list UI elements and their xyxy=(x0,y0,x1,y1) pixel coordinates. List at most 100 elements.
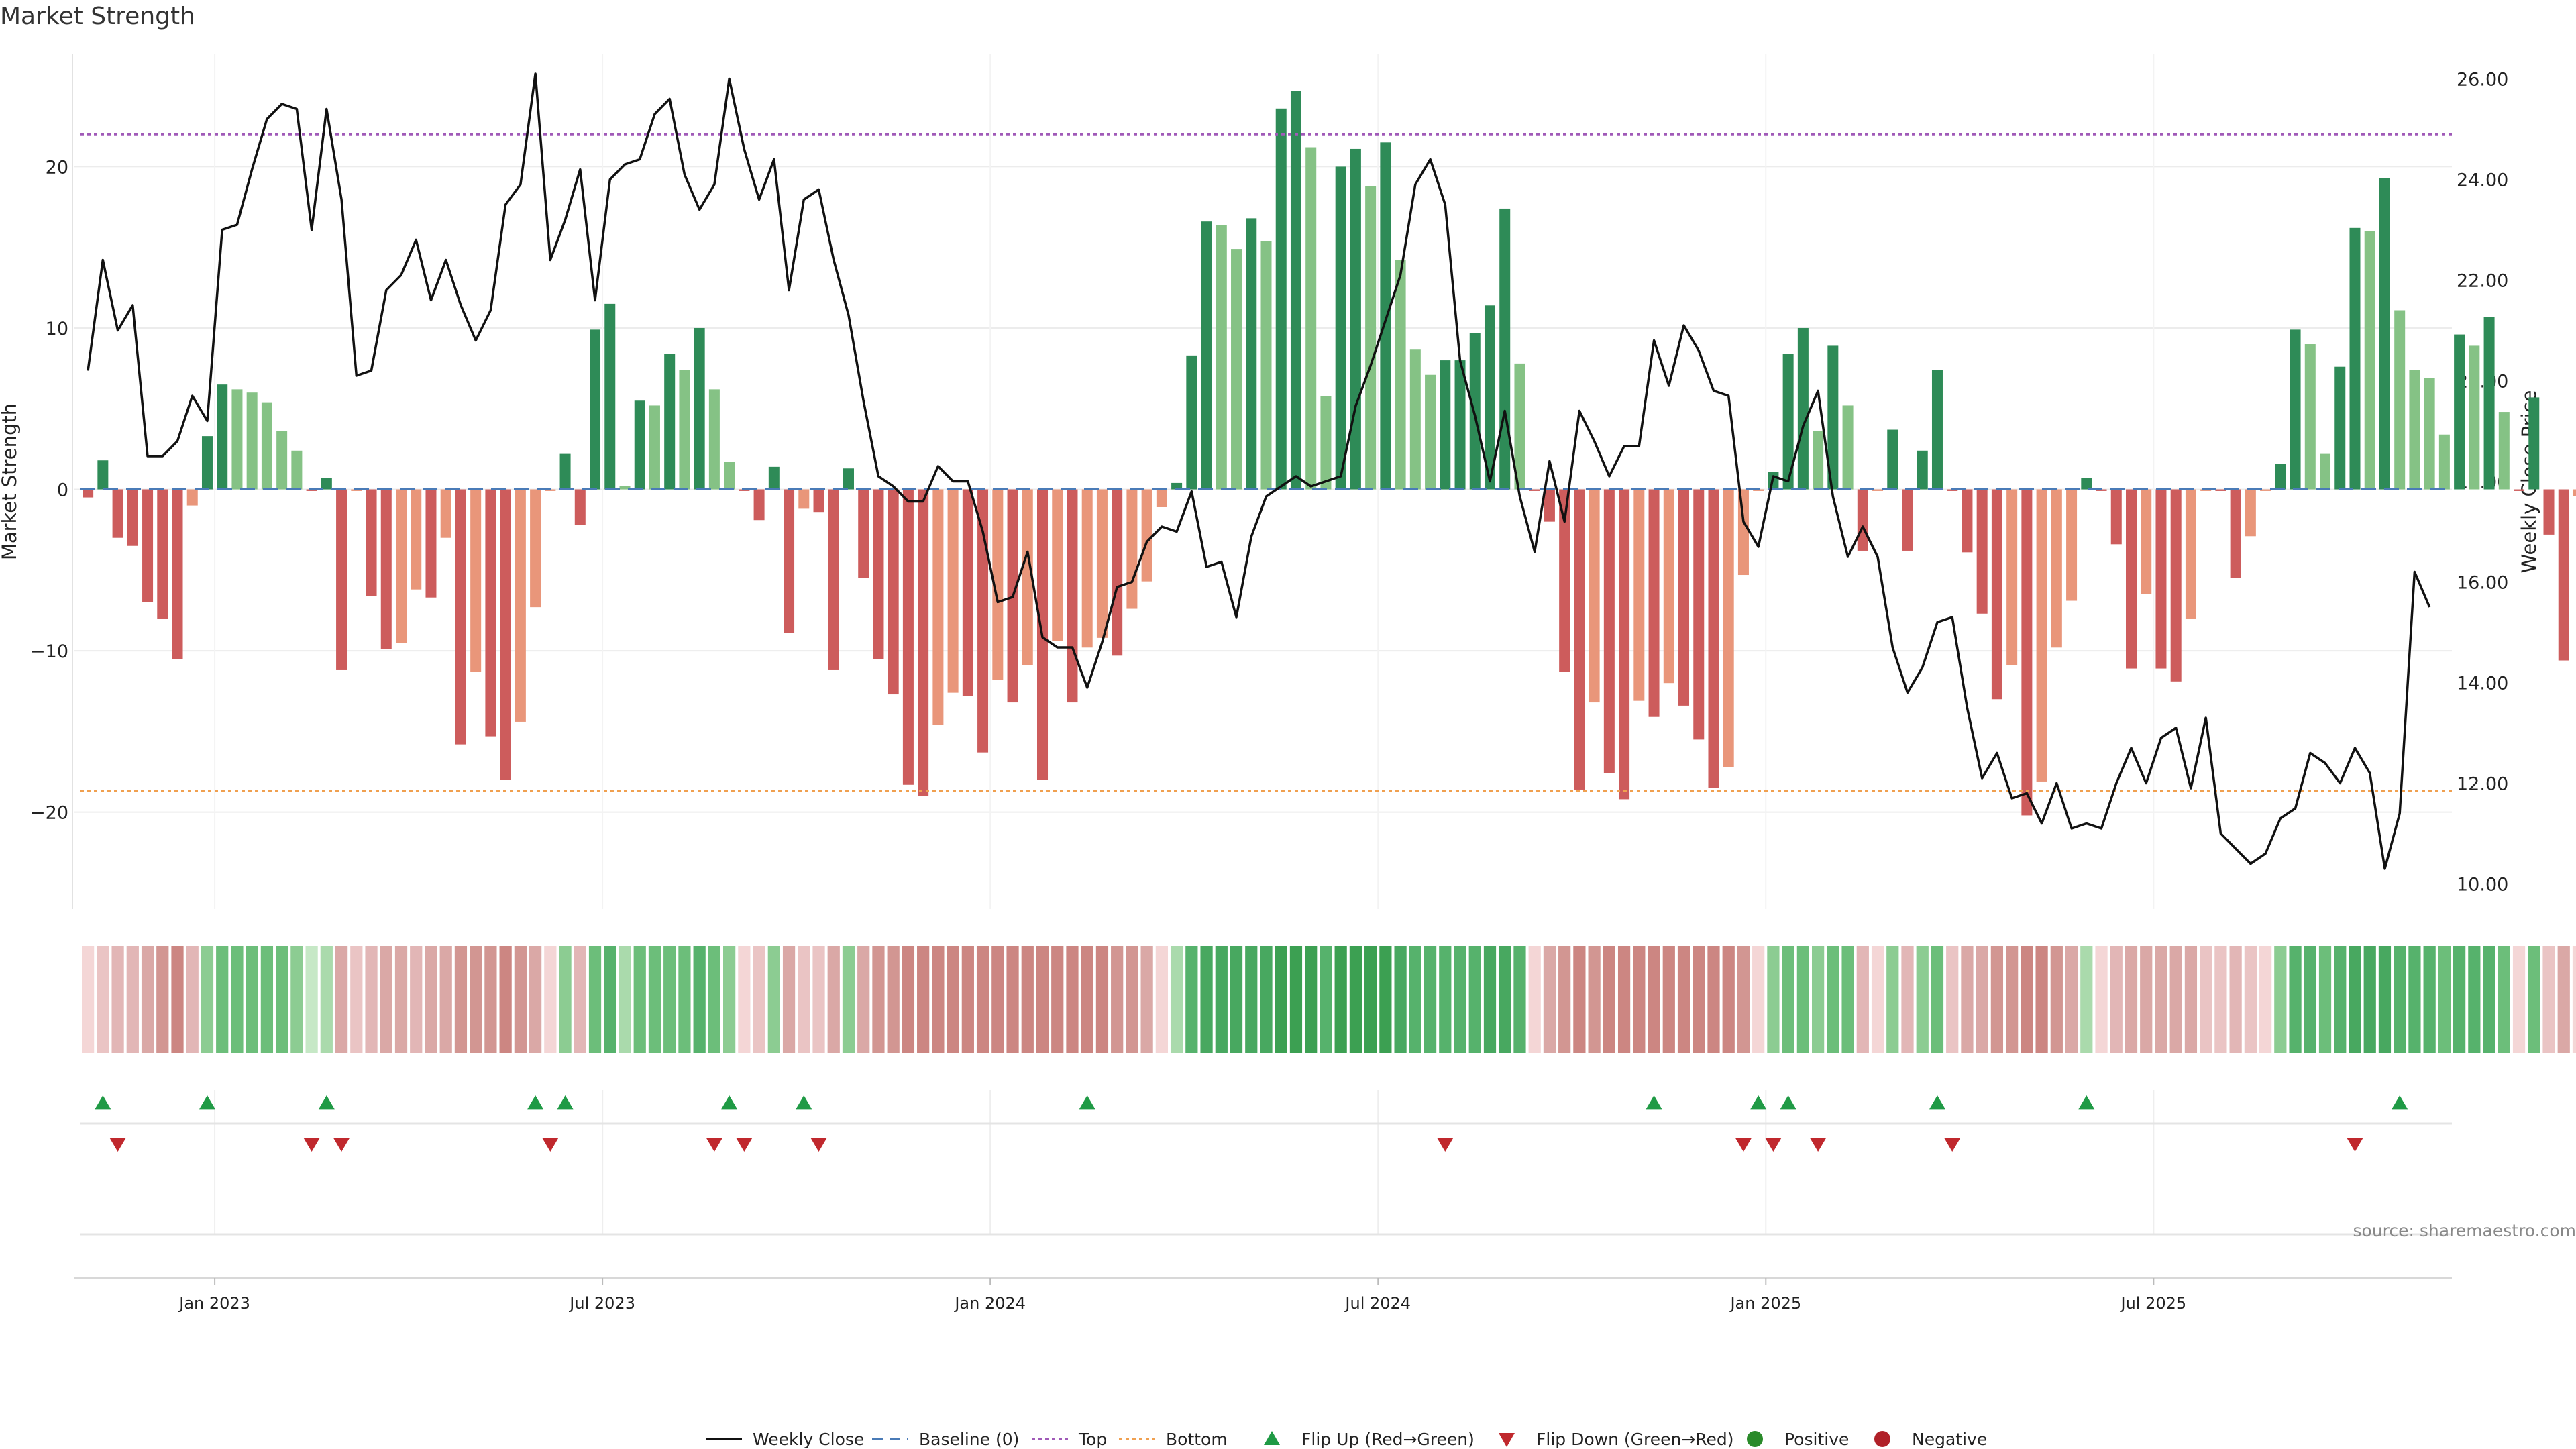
strength-bar xyxy=(2245,489,2256,537)
flip-up-marker xyxy=(199,1095,215,1110)
heat-cell xyxy=(932,946,945,1053)
strength-bar xyxy=(112,489,123,538)
heat-cell xyxy=(947,946,959,1053)
strength-bar xyxy=(992,489,1004,680)
flip-up-marker xyxy=(796,1095,812,1110)
heat-cell xyxy=(1543,946,1556,1053)
strength-bar xyxy=(2051,489,2062,648)
strength-bar xyxy=(1648,489,1660,717)
flip-down-marker xyxy=(542,1138,559,1152)
flip-down-marker xyxy=(1944,1138,1961,1152)
strength-bar xyxy=(321,478,332,490)
y-tick-label-right: 12.00 xyxy=(2457,774,2508,795)
heat-cell xyxy=(887,946,900,1053)
heat-cell xyxy=(231,946,244,1053)
y-tick-label-right: 26.00 xyxy=(2457,70,2508,91)
heat-cell xyxy=(439,946,452,1053)
heat-cell xyxy=(2065,946,2078,1053)
y-tick-label-right: 20.00 xyxy=(2457,372,2508,392)
strength-bar xyxy=(2498,412,2510,490)
strength-bar xyxy=(1141,489,1152,582)
y-axis-title-left: Market Strength xyxy=(0,403,21,560)
x-tick-label: Jan 2024 xyxy=(953,1294,1026,1313)
heat-cell xyxy=(1796,946,1809,1053)
heat-cell xyxy=(1021,946,1034,1053)
strength-bar xyxy=(2185,489,2196,619)
strength-bar xyxy=(1678,489,1690,706)
strength-bar xyxy=(1589,489,1600,703)
strength-bar xyxy=(2275,464,2286,490)
heat-cell xyxy=(1558,946,1571,1053)
heat-cell xyxy=(708,946,721,1053)
flip-down-marker xyxy=(1735,1138,1752,1152)
strength-bar xyxy=(858,489,869,578)
y-tick-label-right: 22.00 xyxy=(2457,271,2508,292)
strength-bar xyxy=(1186,355,1197,490)
strength-bar xyxy=(1052,489,1063,641)
heat-cell xyxy=(1200,946,1213,1053)
flip-down-marker xyxy=(333,1138,350,1152)
strength-bar xyxy=(1290,91,1301,490)
legend-label: Baseline (0) xyxy=(919,1430,1019,1449)
heat-cell xyxy=(2169,946,2182,1053)
strength-bar xyxy=(395,489,407,643)
strength-bar xyxy=(768,466,780,490)
heat-cell xyxy=(1036,946,1049,1053)
heat-cell xyxy=(2394,946,2406,1053)
strength-bar xyxy=(888,489,899,695)
strength-bar xyxy=(1335,166,1346,490)
strength-bar xyxy=(1574,489,1585,790)
heat-cell xyxy=(2334,946,2347,1053)
heat-cell xyxy=(767,946,780,1053)
heat-cell xyxy=(156,946,169,1053)
heat-cell xyxy=(454,946,468,1053)
strength-bar xyxy=(2110,489,2122,545)
heat-cell xyxy=(1409,946,1421,1053)
strength-bar xyxy=(470,489,482,672)
source-credit: source: sharemaestro.com xyxy=(2353,1221,2576,1240)
heat-cell xyxy=(872,946,885,1053)
y-tick-label-right: 10.00 xyxy=(2457,875,2508,896)
strength-bar xyxy=(2573,489,2576,496)
strength-bar xyxy=(947,489,959,693)
heat-cell xyxy=(201,946,214,1053)
heat-cell xyxy=(633,946,646,1053)
legend-marker xyxy=(1499,1433,1515,1447)
strength-bar xyxy=(246,392,258,490)
flip-up-marker xyxy=(1750,1095,1767,1110)
heat-cell xyxy=(1633,946,1646,1053)
strength-bar xyxy=(2304,344,2316,490)
strength-bar xyxy=(1991,489,2002,700)
strength-bar xyxy=(276,431,288,490)
heat-cell xyxy=(1379,946,1392,1053)
strength-bar xyxy=(1529,489,1540,491)
y-tick-label-left: 0 xyxy=(57,480,68,501)
heat-cell xyxy=(1424,946,1437,1053)
heat-cell xyxy=(111,946,124,1053)
strength-bar xyxy=(1902,489,1913,551)
heat-cell xyxy=(902,946,915,1053)
strength-bar xyxy=(2483,317,2495,490)
heat-cell xyxy=(1051,946,1064,1053)
heat-cell xyxy=(1095,946,1109,1053)
heat-cell xyxy=(2438,946,2451,1053)
heat-cell xyxy=(678,946,691,1053)
heat-cell xyxy=(2349,946,2361,1053)
strength-bar xyxy=(1380,142,1391,490)
strength-bar xyxy=(2379,178,2390,490)
legend-marker xyxy=(1747,1431,1763,1447)
heat-cell xyxy=(365,946,378,1053)
strength-bar xyxy=(2424,378,2435,490)
x-tick-label: Jul 2023 xyxy=(568,1294,635,1313)
strength-bar xyxy=(217,384,228,490)
legend-label: Positive xyxy=(1784,1430,1849,1449)
heat-cell xyxy=(693,946,706,1053)
heat-cell xyxy=(1827,946,1839,1053)
strength-bar xyxy=(1887,429,1898,490)
strength-bar xyxy=(455,489,466,745)
strength-bar xyxy=(2215,489,2226,491)
flip-up-marker xyxy=(557,1095,574,1110)
flip-down-marker xyxy=(810,1138,827,1152)
